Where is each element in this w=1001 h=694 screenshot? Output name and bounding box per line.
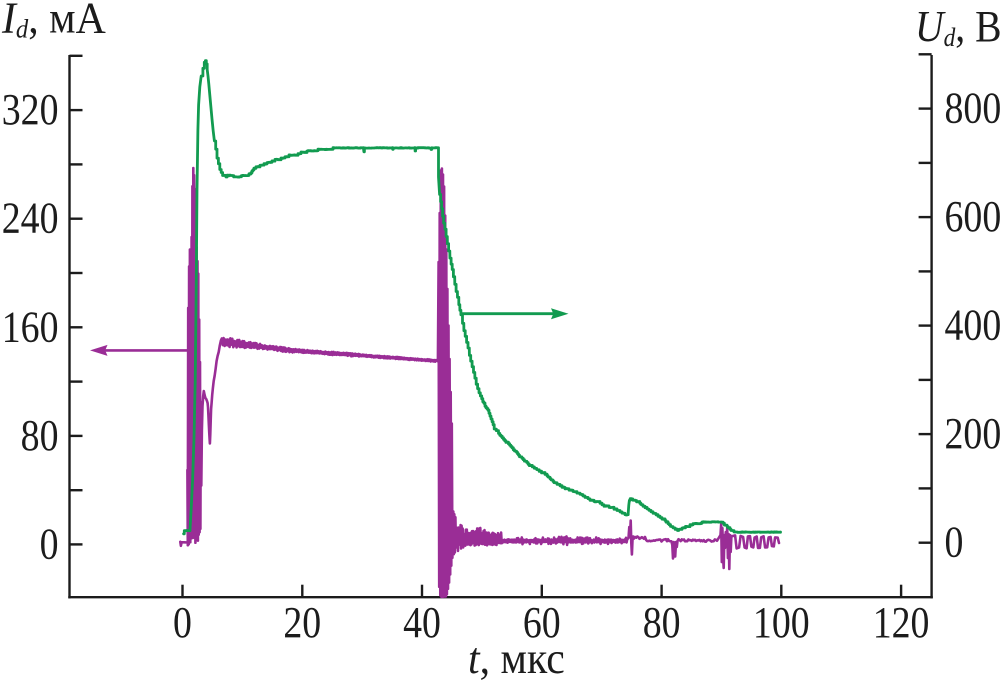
svg-text:0: 0 [945,517,964,566]
svg-text:20: 20 [283,597,321,646]
svg-text:160: 160 [2,302,59,351]
svg-text:40: 40 [403,597,441,646]
svg-text:200: 200 [945,408,1001,457]
svg-text:400: 400 [945,300,1001,349]
svg-text:100: 100 [753,597,810,646]
svg-text:240: 240 [2,193,59,242]
svg-text:320: 320 [2,84,59,133]
svg-text:0: 0 [40,519,59,568]
svg-text:600: 600 [945,191,1001,240]
svg-text:t, мкс: t, мкс [468,635,565,683]
svg-text:80: 80 [21,410,59,459]
svg-text:0: 0 [173,597,192,646]
svg-text:80: 80 [643,597,681,646]
svg-text:800: 800 [945,83,1001,132]
svg-text:Ud, В: Ud, В [915,3,1001,52]
svg-text:120: 120 [873,597,930,646]
